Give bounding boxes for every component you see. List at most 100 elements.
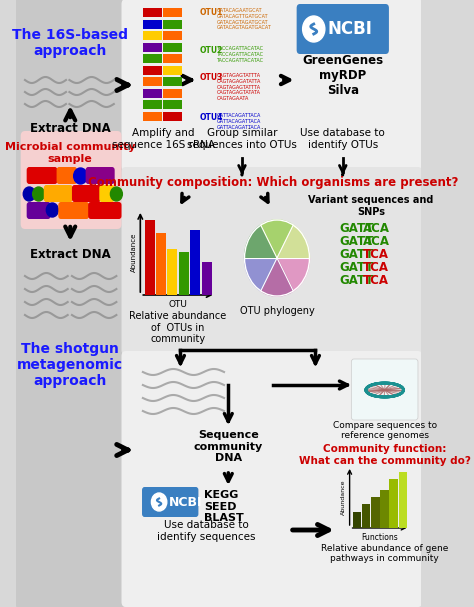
- Text: GATT: GATT: [339, 235, 374, 248]
- Bar: [353, 512, 361, 528]
- Polygon shape: [261, 220, 293, 258]
- FancyBboxPatch shape: [121, 0, 422, 171]
- Circle shape: [110, 187, 122, 201]
- Bar: [179, 251, 189, 295]
- Text: Extract DNA: Extract DNA: [30, 248, 110, 261]
- Bar: [164, 42, 182, 52]
- Bar: [143, 112, 162, 121]
- Text: Community composition: Which organisms are present?: Community composition: Which organisms a…: [88, 176, 458, 189]
- FancyBboxPatch shape: [351, 359, 418, 420]
- Bar: [143, 54, 162, 63]
- Text: OTU3: OTU3: [200, 73, 223, 82]
- Bar: [399, 472, 407, 528]
- Text: OTU phylogeny: OTU phylogeny: [240, 306, 314, 316]
- FancyBboxPatch shape: [121, 351, 422, 607]
- FancyBboxPatch shape: [86, 167, 115, 184]
- Circle shape: [23, 187, 35, 201]
- Text: CAGTAGAGTATTTA
CAGTAGAGATATTA
CAGTAGAGTATTTA
CAGTAGAGTATATA
CAGTAGAATA: CAGTAGAGTATTTA CAGTAGAGATATTA CAGTAGAGTA…: [216, 73, 261, 101]
- Bar: [167, 249, 177, 295]
- Bar: [390, 479, 398, 528]
- Text: ACA: ACA: [363, 222, 390, 235]
- Text: Microbial community
sample: Microbial community sample: [5, 142, 136, 164]
- Text: Abundance: Abundance: [130, 232, 137, 272]
- Polygon shape: [245, 258, 277, 291]
- Bar: [143, 100, 162, 109]
- Text: The 16S-based
approach: The 16S-based approach: [12, 28, 128, 58]
- Circle shape: [33, 187, 45, 201]
- Bar: [190, 230, 200, 295]
- FancyBboxPatch shape: [56, 167, 77, 184]
- Bar: [164, 77, 182, 86]
- Text: TCA: TCA: [363, 248, 389, 261]
- Bar: [164, 8, 182, 17]
- Text: ACA: ACA: [363, 235, 390, 248]
- Bar: [143, 77, 162, 86]
- Text: Relative abundance
of  OTUs in
community: Relative abundance of OTUs in community: [129, 311, 227, 344]
- Bar: [164, 89, 182, 98]
- Bar: [371, 497, 380, 528]
- Bar: [143, 66, 162, 75]
- Bar: [164, 19, 182, 29]
- Text: OTU4: OTU4: [200, 113, 223, 122]
- FancyBboxPatch shape: [88, 202, 121, 219]
- Bar: [201, 262, 212, 295]
- Bar: [164, 112, 182, 121]
- Text: Functions: Functions: [361, 533, 398, 542]
- Bar: [156, 233, 166, 295]
- Text: NCBI: NCBI: [328, 20, 372, 38]
- Bar: [164, 31, 182, 40]
- Circle shape: [151, 493, 167, 511]
- Bar: [380, 490, 389, 528]
- Bar: [164, 66, 182, 75]
- Text: GATT: GATT: [339, 274, 374, 287]
- Bar: [143, 19, 162, 29]
- Bar: [145, 220, 155, 295]
- Text: NCBI: NCBI: [168, 495, 202, 509]
- Text: GATT: GATT: [339, 261, 374, 274]
- Text: Compare sequences to
reference genomes: Compare sequences to reference genomes: [333, 421, 437, 441]
- FancyBboxPatch shape: [15, 0, 126, 607]
- Text: Use database to
identify OTUs: Use database to identify OTUs: [301, 128, 385, 149]
- Polygon shape: [277, 258, 310, 291]
- Text: GreenGenes
myRDP
Silva: GreenGenes myRDP Silva: [302, 54, 383, 97]
- Bar: [164, 100, 182, 109]
- Text: Sequence
community
DNA: Sequence community DNA: [194, 430, 263, 463]
- Text: GATT: GATT: [339, 222, 374, 235]
- FancyBboxPatch shape: [27, 202, 51, 219]
- FancyBboxPatch shape: [121, 167, 422, 355]
- Text: Community function:
What can the community do?: Community function: What can the communi…: [299, 444, 471, 466]
- Circle shape: [302, 16, 325, 42]
- FancyBboxPatch shape: [99, 185, 115, 202]
- Circle shape: [73, 168, 87, 184]
- Text: Variant sequences and
SNPs: Variant sequences and SNPs: [308, 195, 434, 217]
- Text: GATACAGAATGCAT
GATACAGTTGATGCAT
GATACAGTAGATGCAT
GATACAGTAGATGACAT: GATACAGAATGCAT GATACAGTTGATGCAT GATACAGT…: [216, 8, 271, 30]
- Bar: [143, 31, 162, 40]
- Polygon shape: [261, 258, 293, 296]
- FancyBboxPatch shape: [142, 487, 199, 517]
- FancyBboxPatch shape: [72, 185, 101, 202]
- Text: GATT: GATT: [339, 248, 374, 261]
- Text: TCA: TCA: [363, 274, 389, 287]
- FancyBboxPatch shape: [58, 202, 89, 219]
- Text: Extract DNA: Extract DNA: [30, 122, 110, 135]
- Polygon shape: [245, 225, 277, 258]
- Text: TCA: TCA: [363, 261, 389, 274]
- Bar: [164, 54, 182, 63]
- FancyBboxPatch shape: [27, 167, 57, 184]
- Text: OTU2: OTU2: [200, 46, 223, 55]
- FancyBboxPatch shape: [44, 185, 73, 202]
- Text: Amplify and
sequence 16S rRNA: Amplify and sequence 16S rRNA: [112, 128, 215, 149]
- Circle shape: [46, 203, 58, 217]
- Text: OTU: OTU: [168, 300, 187, 309]
- Text: OTU1: OTU1: [200, 8, 223, 17]
- Bar: [143, 8, 162, 17]
- Text: TACCAGATTACATAC
TACCAGATTACATAC
TACCAGATTACATAC: TACCAGATTACATAC TACCAGATTACATAC TACCAGAT…: [216, 46, 264, 63]
- Text: Relative abundance of gene
pathways in community: Relative abundance of gene pathways in c…: [321, 544, 448, 563]
- Text: Abundance: Abundance: [341, 480, 346, 515]
- FancyBboxPatch shape: [21, 131, 121, 229]
- Text: Use database to
identify sequences: Use database to identify sequences: [157, 520, 255, 541]
- Text: Group similar
sequences into OTUs: Group similar sequences into OTUs: [187, 128, 297, 149]
- Bar: [143, 42, 162, 52]
- Bar: [143, 89, 162, 98]
- Text: GATTACAGATTACA
GATTACAGATTACA
GATTACAGATTACA: GATTACAGATTACA GATTACAGATTACA GATTACAGAT…: [216, 113, 261, 130]
